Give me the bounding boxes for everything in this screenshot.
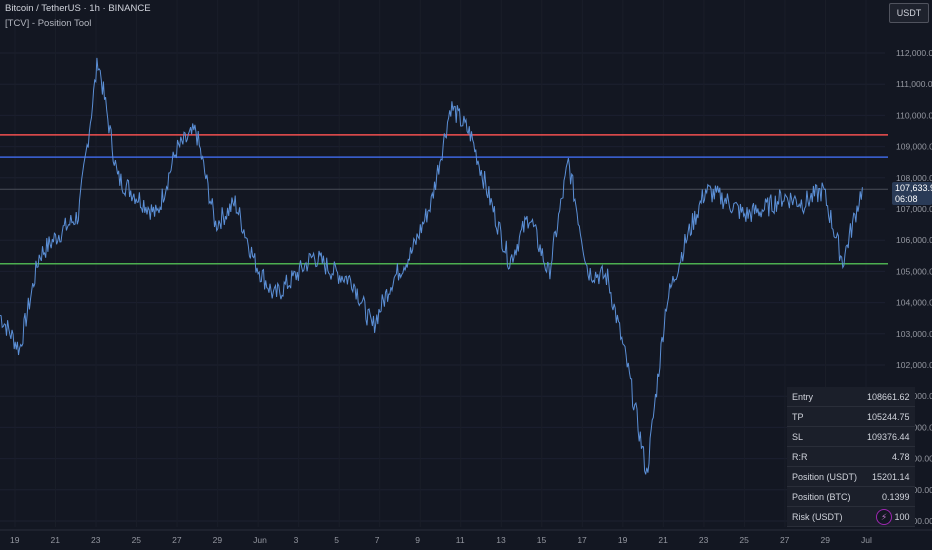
position-table-value: 15201.14 xyxy=(862,466,915,487)
price-tick-label: 112,000.00 xyxy=(896,48,932,58)
position-table-row: Risk (USDT) 100 xyxy=(787,506,915,527)
lightning-icon[interactable]: ⚡ xyxy=(876,509,892,525)
position-table-label: Position (BTC) xyxy=(787,486,863,507)
time-tick-label: 29 xyxy=(820,535,830,545)
time-tick-label: 27 xyxy=(172,535,182,545)
position-table-label: TP xyxy=(787,406,863,427)
position-table-label: Risk (USDT) xyxy=(787,506,863,527)
price-tick-label: 108,000.00 xyxy=(896,173,932,183)
price-tick-label: 109,000.00 xyxy=(896,142,932,152)
time-tick-label: 15 xyxy=(537,535,547,545)
position-table-row: SL 109376.44 xyxy=(787,426,915,447)
position-table-label: SL xyxy=(787,426,863,447)
time-tick-label: 21 xyxy=(658,535,668,545)
position-table-row: Entry 108661.62 xyxy=(787,387,915,407)
position-table-row: TP 105244.75 xyxy=(787,406,915,427)
time-tick-label: 23 xyxy=(699,535,709,545)
price-tick-label: 106,000.00 xyxy=(896,235,932,245)
last-price-badge: 107,633.96 06:08 xyxy=(892,182,932,205)
time-tick-label: Jul xyxy=(861,535,872,545)
time-tick-label: 7 xyxy=(375,535,380,545)
time-tick-label: 27 xyxy=(780,535,790,545)
price-tick-label: 105,000.00 xyxy=(896,266,932,276)
time-tick-label: Jun xyxy=(253,535,267,545)
symbol-title[interactable]: Bitcoin / TetherUS · 1h · BINANCE xyxy=(5,3,151,14)
time-tick-label: 11 xyxy=(456,535,465,545)
position-table-label: Position (USDT) xyxy=(787,466,863,487)
position-table-label: Entry xyxy=(787,387,863,407)
time-tick-label: 25 xyxy=(132,535,142,545)
time-tick-label: 23 xyxy=(91,535,101,545)
position-table-row: R:R 4.78 xyxy=(787,446,915,467)
time-tick-label: 13 xyxy=(496,535,506,545)
position-table-value: 0.1399 xyxy=(862,486,915,507)
time-tick-label: 3 xyxy=(294,535,299,545)
price-tick-label: 103,000.00 xyxy=(896,329,932,339)
time-tick-label: 21 xyxy=(51,535,61,545)
price-tick-label: 111,000.00 xyxy=(896,79,932,89)
price-tick-label: 107,000.00 xyxy=(896,204,932,214)
position-table: Entry 108661.62 TP 105244.75 SL 109376.44 R:R 4… xyxy=(787,387,915,527)
time-tick-label: 9 xyxy=(415,535,420,545)
position-table-value: 4.78 xyxy=(862,446,915,467)
position-table-row: Position (USDT) 15201.14 xyxy=(787,466,915,487)
position-table-label: R:R xyxy=(787,446,863,467)
currency-button[interactable]: USDT xyxy=(889,3,929,23)
price-series-line xyxy=(0,57,863,475)
time-tick-label: 19 xyxy=(10,535,20,545)
time-tick-label: 29 xyxy=(213,535,223,545)
time-tick-label: 25 xyxy=(739,535,749,545)
candle-countdown: 06:08 xyxy=(895,194,918,204)
last-price-value: 107,633.96 xyxy=(895,183,932,193)
price-tick-label: 102,000.00 xyxy=(896,360,932,370)
price-tick-label: 104,000.00 xyxy=(896,298,932,308)
position-table-row: Position (BTC) 0.1399 xyxy=(787,486,915,507)
time-tick-label: 17 xyxy=(577,535,587,545)
position-table-value: 105244.75 xyxy=(862,406,915,427)
time-tick-label: 19 xyxy=(618,535,628,545)
position-table-value: 108661.62 xyxy=(862,387,915,407)
position-table-value: 109376.44 xyxy=(862,426,915,447)
indicator-label[interactable]: [TCV] - Position Tool xyxy=(5,18,92,29)
price-tick-label: 110,000.00 xyxy=(896,110,932,120)
time-tick-label: 5 xyxy=(334,535,339,545)
